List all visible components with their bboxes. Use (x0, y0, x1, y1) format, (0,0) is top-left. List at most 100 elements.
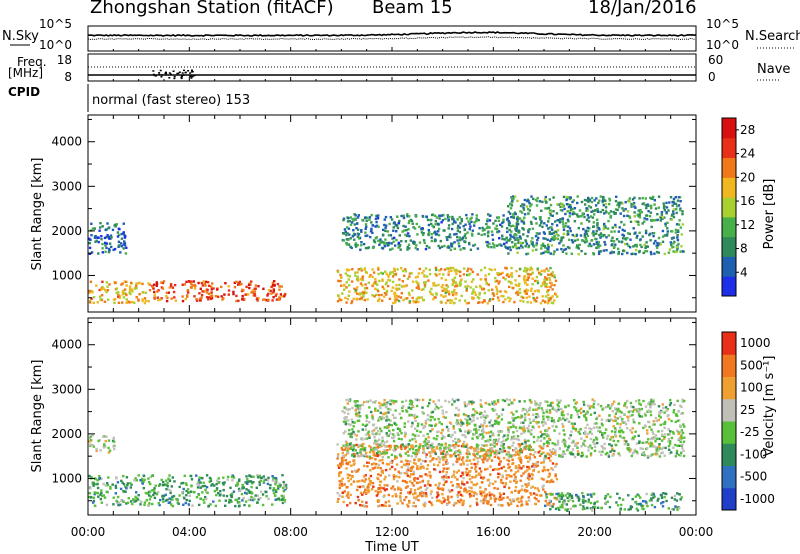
data-cell (644, 229, 648, 232)
data-cell (411, 280, 415, 283)
data-cell (657, 243, 660, 247)
data-cell (412, 240, 415, 243)
data-cell (491, 242, 495, 245)
data-cell (429, 460, 432, 463)
data-cell (637, 434, 640, 437)
data-cell (364, 246, 368, 250)
data-cell (265, 490, 268, 494)
data-cell (606, 434, 610, 438)
data-cell (457, 269, 460, 273)
data-cell (519, 456, 522, 459)
data-cell (399, 499, 402, 502)
data-cell (582, 227, 585, 231)
data-cell (519, 241, 522, 245)
data-cell (496, 399, 500, 402)
data-cell (562, 236, 565, 239)
data-cell (479, 476, 483, 479)
data-cell (367, 486, 370, 489)
data-cell (405, 229, 408, 232)
data-cell (355, 414, 358, 417)
data-cell (454, 437, 457, 441)
data-cell (533, 279, 537, 283)
data-cell (665, 211, 668, 214)
data-cell (458, 238, 462, 242)
data-cell (553, 442, 556, 446)
data-cell (130, 288, 134, 291)
data-cell (417, 287, 420, 290)
data-cell (611, 454, 614, 457)
data-cell (93, 504, 97, 507)
data-cell (384, 475, 387, 479)
data-cell (339, 298, 342, 302)
data-cell (660, 213, 664, 216)
data-cell (433, 418, 436, 421)
data-cell (670, 243, 673, 247)
data-cell (547, 206, 551, 210)
data-cell (468, 478, 472, 481)
data-cell (489, 298, 492, 301)
data-cell (654, 440, 657, 443)
data-cell (373, 442, 376, 445)
data-cell (444, 443, 447, 446)
data-cell (371, 275, 374, 279)
data-cell (264, 478, 267, 481)
data-cell (385, 241, 389, 245)
data-cell (528, 467, 531, 470)
data-cell (617, 452, 620, 455)
data-cell (638, 231, 641, 234)
data-cell (542, 244, 545, 247)
data-cell (498, 280, 501, 283)
data-cell (505, 453, 508, 456)
data-cell (658, 443, 661, 446)
data-cell (482, 499, 486, 502)
data-cell (393, 416, 396, 419)
data-cell (125, 487, 128, 490)
data-cell (345, 301, 348, 304)
data-cell (624, 207, 627, 211)
data-cell (559, 202, 562, 205)
data-cell (488, 214, 492, 217)
data-cell (381, 285, 384, 289)
data-cell (486, 241, 489, 244)
freq-dot (160, 76, 163, 78)
data-cell (206, 281, 210, 284)
data-cell (415, 415, 419, 418)
data-cell (368, 444, 371, 448)
data-cell (436, 499, 439, 502)
data-cell (443, 481, 447, 484)
data-cell (463, 490, 466, 493)
data-cell (400, 240, 403, 243)
data-cell (362, 295, 365, 298)
data-cell (647, 210, 650, 213)
data-cell (503, 449, 506, 453)
data-cell (527, 207, 530, 211)
data-cell (609, 407, 612, 410)
data-cell (593, 400, 596, 403)
data-cell (447, 290, 450, 293)
data-cell (414, 505, 417, 508)
data-cell (438, 246, 442, 250)
data-cell (571, 233, 574, 237)
data-cell (437, 227, 441, 231)
data-cell (672, 197, 676, 201)
data-cell (148, 498, 152, 501)
data-cell (352, 219, 355, 222)
data-cell (386, 230, 389, 233)
data-cell (488, 484, 491, 487)
data-cell (673, 240, 676, 244)
data-cell (363, 400, 366, 404)
data-cell (249, 498, 252, 502)
data-cell (516, 504, 519, 508)
data-cell (445, 480, 448, 483)
data-cell (374, 458, 377, 461)
data-cell (274, 477, 278, 480)
data-cell (526, 483, 530, 486)
data-cell (666, 230, 669, 233)
data-cell (186, 295, 189, 298)
data-cell (626, 210, 630, 213)
data-cell (547, 475, 550, 478)
data-cell (603, 212, 606, 215)
data-cell (602, 196, 605, 199)
data-cell (410, 455, 413, 458)
data-cell (503, 485, 506, 489)
